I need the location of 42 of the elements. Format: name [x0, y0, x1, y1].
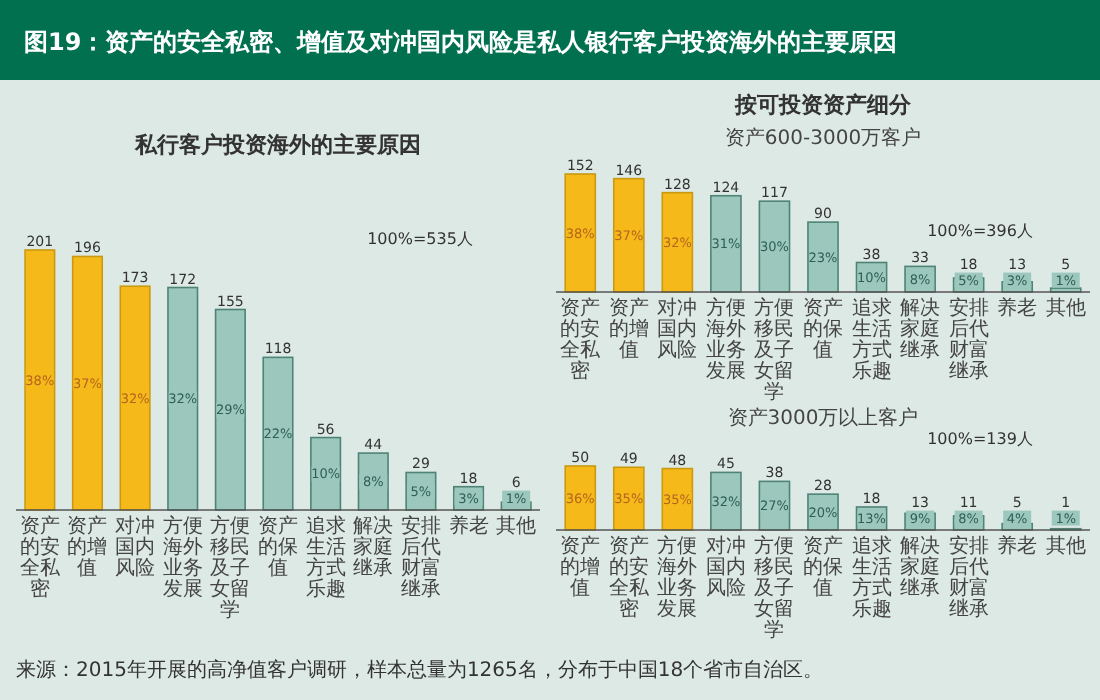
chart-subtitle: 资产3000万以上客户: [727, 406, 919, 430]
chart-subtitle: 私行客户投资海外的主要原因: [133, 132, 421, 158]
x-tick-label: 养老: [448, 514, 489, 538]
x-tick-label: 追求生活方式乐趣: [851, 534, 892, 621]
annotation: 100%=396人: [927, 222, 1033, 240]
x-tick-label: 方便移民及子女留学: [210, 514, 251, 622]
x-tick-label: 方便海外业务发展: [162, 514, 203, 601]
x-tick-label: 其他: [1045, 534, 1086, 558]
x-tick-label: 安排后代财富继承: [400, 514, 441, 601]
x-tick-label: 其他: [496, 514, 537, 538]
x-tick-label: 对冲国内风险: [657, 296, 698, 362]
x-tick-label: 养老: [997, 296, 1038, 320]
x-tick-label: 方便移民及子女留学: [754, 296, 795, 404]
x-tick-label: 资产的保值: [803, 534, 843, 600]
x-tick-label: 资产的增值: [560, 534, 601, 600]
x-tick-label: 对冲国内风险: [705, 534, 746, 600]
x-tick-label: 资产的增值: [67, 514, 108, 580]
x-tick-label: 对冲国内风险: [115, 514, 156, 580]
x-tick-label: 解决家庭继承: [900, 534, 941, 600]
x-tick-label: 养老: [997, 534, 1038, 558]
x-tick-label: 资产的增值: [608, 296, 649, 362]
x-tick-label: 资产的安全私密: [608, 534, 651, 621]
x-tick-label: 追求生活方式乐趣: [851, 296, 892, 383]
chart-title: 按可投资资产细分: [733, 92, 913, 118]
text: 100%=139人: [927, 430, 1033, 448]
source-note: 来源：2015年开展的高净值客户调研，样本总量为1265名，分布于中国18个省市自治区。: [16, 658, 824, 682]
x-tick-label: 资产的安全私密: [560, 296, 603, 383]
x-tick-label: 其他: [1045, 296, 1086, 320]
x-tick-label: 方便海外业务发展: [657, 534, 698, 621]
x-tick-label: 方便海外业务发展: [705, 296, 746, 383]
x-tick-label: 方便移民及子女留学: [754, 534, 795, 642]
x-tick-label: 资产的安全私密: [19, 514, 62, 601]
text: 100%=535人: [367, 230, 473, 248]
x-tick-label: 解决家庭继承: [900, 296, 941, 362]
x-tick-label: 解决家庭继承: [353, 514, 394, 580]
x-tick-label: 追求生活方式乐趣: [305, 514, 346, 601]
x-tick-label: 安排后代财富继承: [948, 534, 989, 621]
x-tick-label: 资产的保值: [258, 514, 298, 580]
chart-subtitle: 资产600-3000万客户: [724, 126, 922, 150]
chart-title: 图19：资产的安全私密、增值及对冲国内风险是私人银行客户投资海外的主要原因: [24, 28, 898, 56]
x-tick-label: 安排后代财富继承: [948, 296, 989, 383]
x-tick-label: 资产的保值: [803, 296, 843, 362]
